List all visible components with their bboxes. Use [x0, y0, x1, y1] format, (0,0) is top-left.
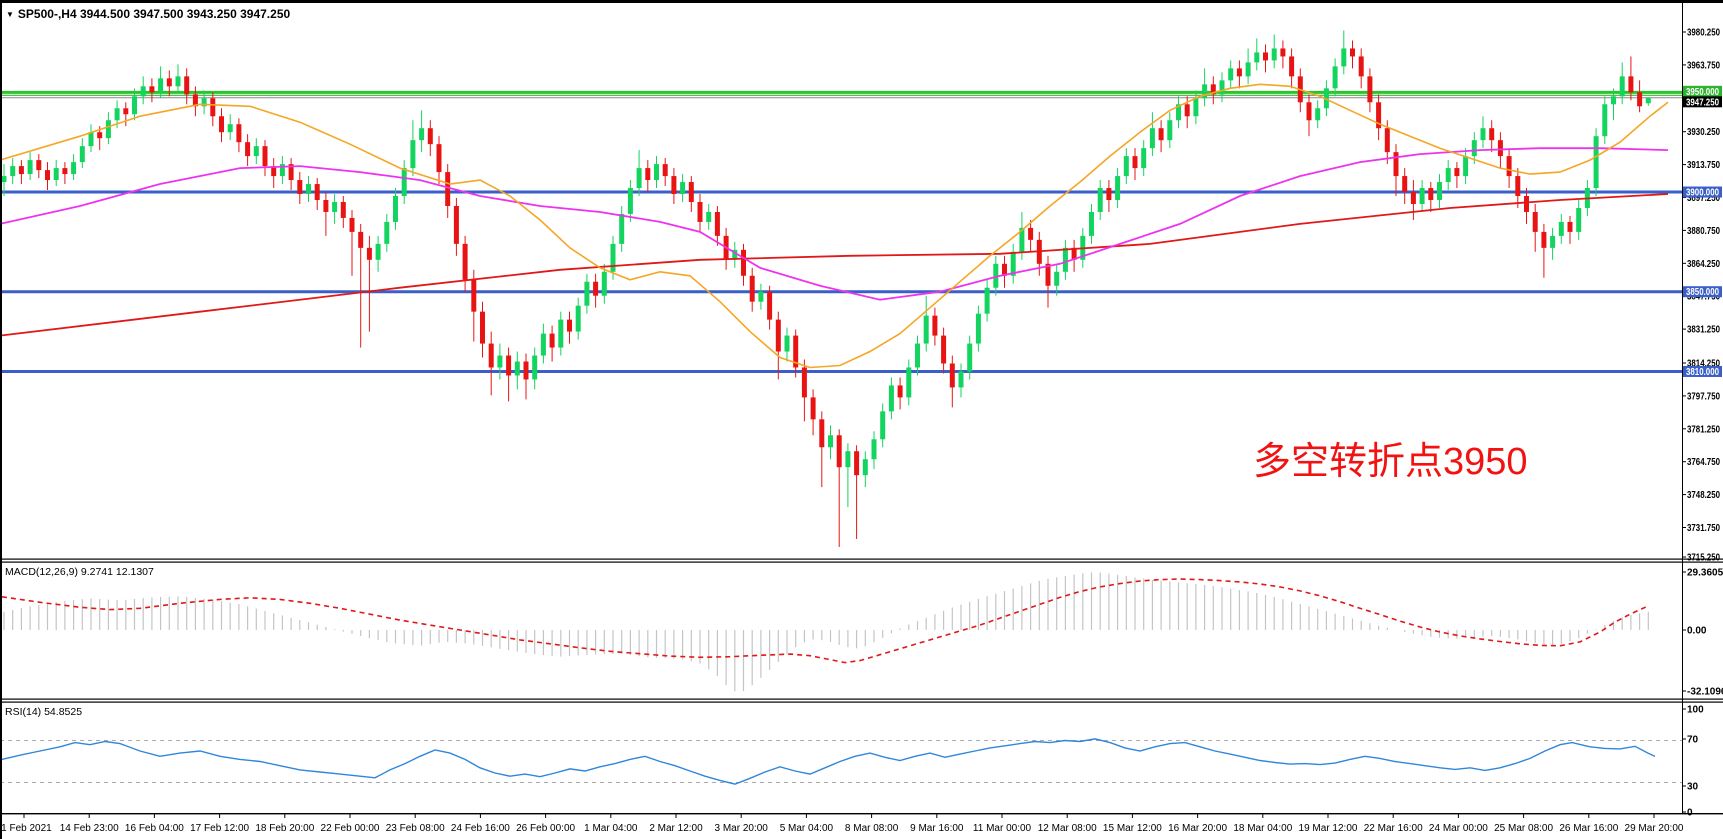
price-badge-label: 3850.000	[1686, 287, 1719, 298]
time-tick-label: 24 Feb 16:00	[451, 823, 510, 834]
time-tick-label: 18 Mar 04:00	[1233, 823, 1292, 834]
ma-red-line[interactable]	[0, 193, 1669, 337]
time-tick-label: 29 Mar 20:00	[1625, 823, 1684, 834]
macd-indicator-label: MACD(12,26,9) 9.2741 12.1307	[5, 566, 154, 578]
time-tick-label: 12 Mar 08:00	[1038, 823, 1097, 834]
time-tick-label: 14 Feb 23:00	[60, 823, 119, 834]
symbol-ohlc-text: SP500-,H4 3944.500 3947.500 3943.250 394…	[17, 7, 291, 21]
time-tick-label: 9 Mar 16:00	[910, 823, 964, 834]
price-badge-label: 3950.000	[1686, 87, 1719, 98]
ma-orange-line[interactable]	[0, 83, 1669, 369]
price-badge-label: 3810.000	[1686, 367, 1719, 378]
price-tick-label: 3781.250	[1687, 424, 1720, 435]
price-badge-3850.000	[1683, 286, 1722, 298]
price-badge-3900.000	[1683, 186, 1722, 198]
time-axis-line	[0, 813, 1723, 815]
price-tick-label: 3880.750	[1687, 226, 1720, 237]
price-tick-label: 3764.750	[1687, 457, 1720, 468]
macd-tick-label: -32.1096	[1687, 687, 1723, 698]
time-tick-label: 25 Mar 08:00	[1494, 823, 1553, 834]
price-badge-3810.000	[1683, 365, 1722, 377]
time-tick-label: 16 Mar 20:00	[1168, 823, 1227, 834]
axis-separator	[1682, 3, 1683, 814]
price-tick-label: 3748.250	[1687, 490, 1720, 501]
symbol-dropdown-icon[interactable]: ▼	[6, 10, 14, 19]
rsi-line[interactable]	[1, 738, 1656, 785]
rsi-tick-label: 0	[1687, 808, 1693, 819]
time-tick-label: 1 Mar 04:00	[584, 823, 638, 834]
time-tick-label: 22 Mar 16:00	[1364, 823, 1423, 834]
price-tick-label: 3831.250	[1687, 325, 1720, 336]
price-tick-label: 3864.250	[1687, 259, 1720, 270]
price-tick-label: 3897.250	[1687, 193, 1720, 204]
time-tick-label: 26 Mar 16:00	[1559, 823, 1618, 834]
price-tick-label: 3797.750	[1687, 391, 1720, 402]
macd-tick-label: 29.3605	[1687, 568, 1723, 579]
rsi-indicator-label: RSI(14) 54.8525	[5, 706, 83, 718]
time-tick-label: 5 Mar 04:00	[780, 823, 834, 834]
macd-histogram	[3, 572, 1649, 692]
price-tick-label: 3814.250	[1687, 359, 1720, 370]
price-badge-label: 3900.000	[1686, 188, 1719, 199]
rsi-panel[interactable]	[0, 738, 1682, 785]
price-tick-label: 3913.750	[1687, 160, 1720, 171]
panel-divider-1[interactable]	[0, 698, 1723, 700]
ma-magenta-line[interactable]	[0, 147, 1669, 301]
macd-panel[interactable]	[1, 572, 1649, 692]
time-tick-label: 22 Feb 00:00	[321, 823, 380, 834]
time-tick-label: 23 Feb 08:00	[386, 823, 445, 834]
time-tick-label: 11 Feb 2021	[0, 823, 52, 834]
time-tick-label: 8 Mar 08:00	[845, 823, 899, 834]
time-tick-label: 11 Mar 00:00	[973, 823, 1032, 834]
price-badge-3947.250	[1683, 96, 1722, 108]
price-tick-label: 3715.250	[1687, 553, 1720, 564]
time-tick-label: 17 Feb 12:00	[190, 823, 249, 834]
candles-group	[1, 30, 1651, 547]
top-border	[0, 0, 1723, 3]
rsi-tick-label: 100	[1687, 705, 1704, 716]
price-chart-panel[interactable]	[0, 30, 1682, 547]
price-tick-label: 3980.250	[1687, 28, 1720, 39]
price-axis[interactable]: 3980.250 3963.750 3930.250 3913.750 3897.250…	[1682, 28, 1723, 819]
price-tick-label: 3930.250	[1687, 127, 1720, 138]
macd-tick-label: 0.00	[1687, 626, 1707, 637]
time-tick-label: 2 Mar 12:00	[649, 823, 703, 834]
time-tick-label: 26 Feb 00:00	[516, 823, 575, 834]
time-axis[interactable]: 11 Feb 2021 14 Feb 23:00 16 Feb 04:00 17 Fe…	[0, 814, 1684, 834]
price-badge-3950.000	[1683, 85, 1722, 97]
symbol-quote-line[interactable]: ▼ SP500-,H4 3944.500 3947.500 3943.250 39…	[6, 7, 290, 21]
price-badge-label: 3947.250	[1686, 97, 1719, 108]
time-tick-label: 18 Feb 20:00	[255, 823, 314, 834]
time-tick-label: 19 Mar 12:00	[1299, 823, 1358, 834]
left-border	[0, 0, 2, 839]
macd-signal-line[interactable]	[1, 578, 1649, 664]
panel-divider-0[interactable]	[0, 558, 1723, 560]
time-tick-label: 3 Mar 20:00	[715, 823, 769, 834]
time-tick-label: 16 Feb 04:00	[125, 823, 184, 834]
time-tick-label: 15 Mar 12:00	[1103, 823, 1162, 834]
rsi-tick-label: 30	[1687, 782, 1699, 793]
chart-annotation-text: 多空转折点3950	[1253, 441, 1528, 483]
price-tick-label: 3731.750	[1687, 523, 1720, 534]
rsi-tick-label: 70	[1687, 735, 1699, 746]
price-tick-label: 3963.750	[1687, 60, 1720, 71]
time-tick-label: 24 Mar 00:00	[1429, 823, 1488, 834]
